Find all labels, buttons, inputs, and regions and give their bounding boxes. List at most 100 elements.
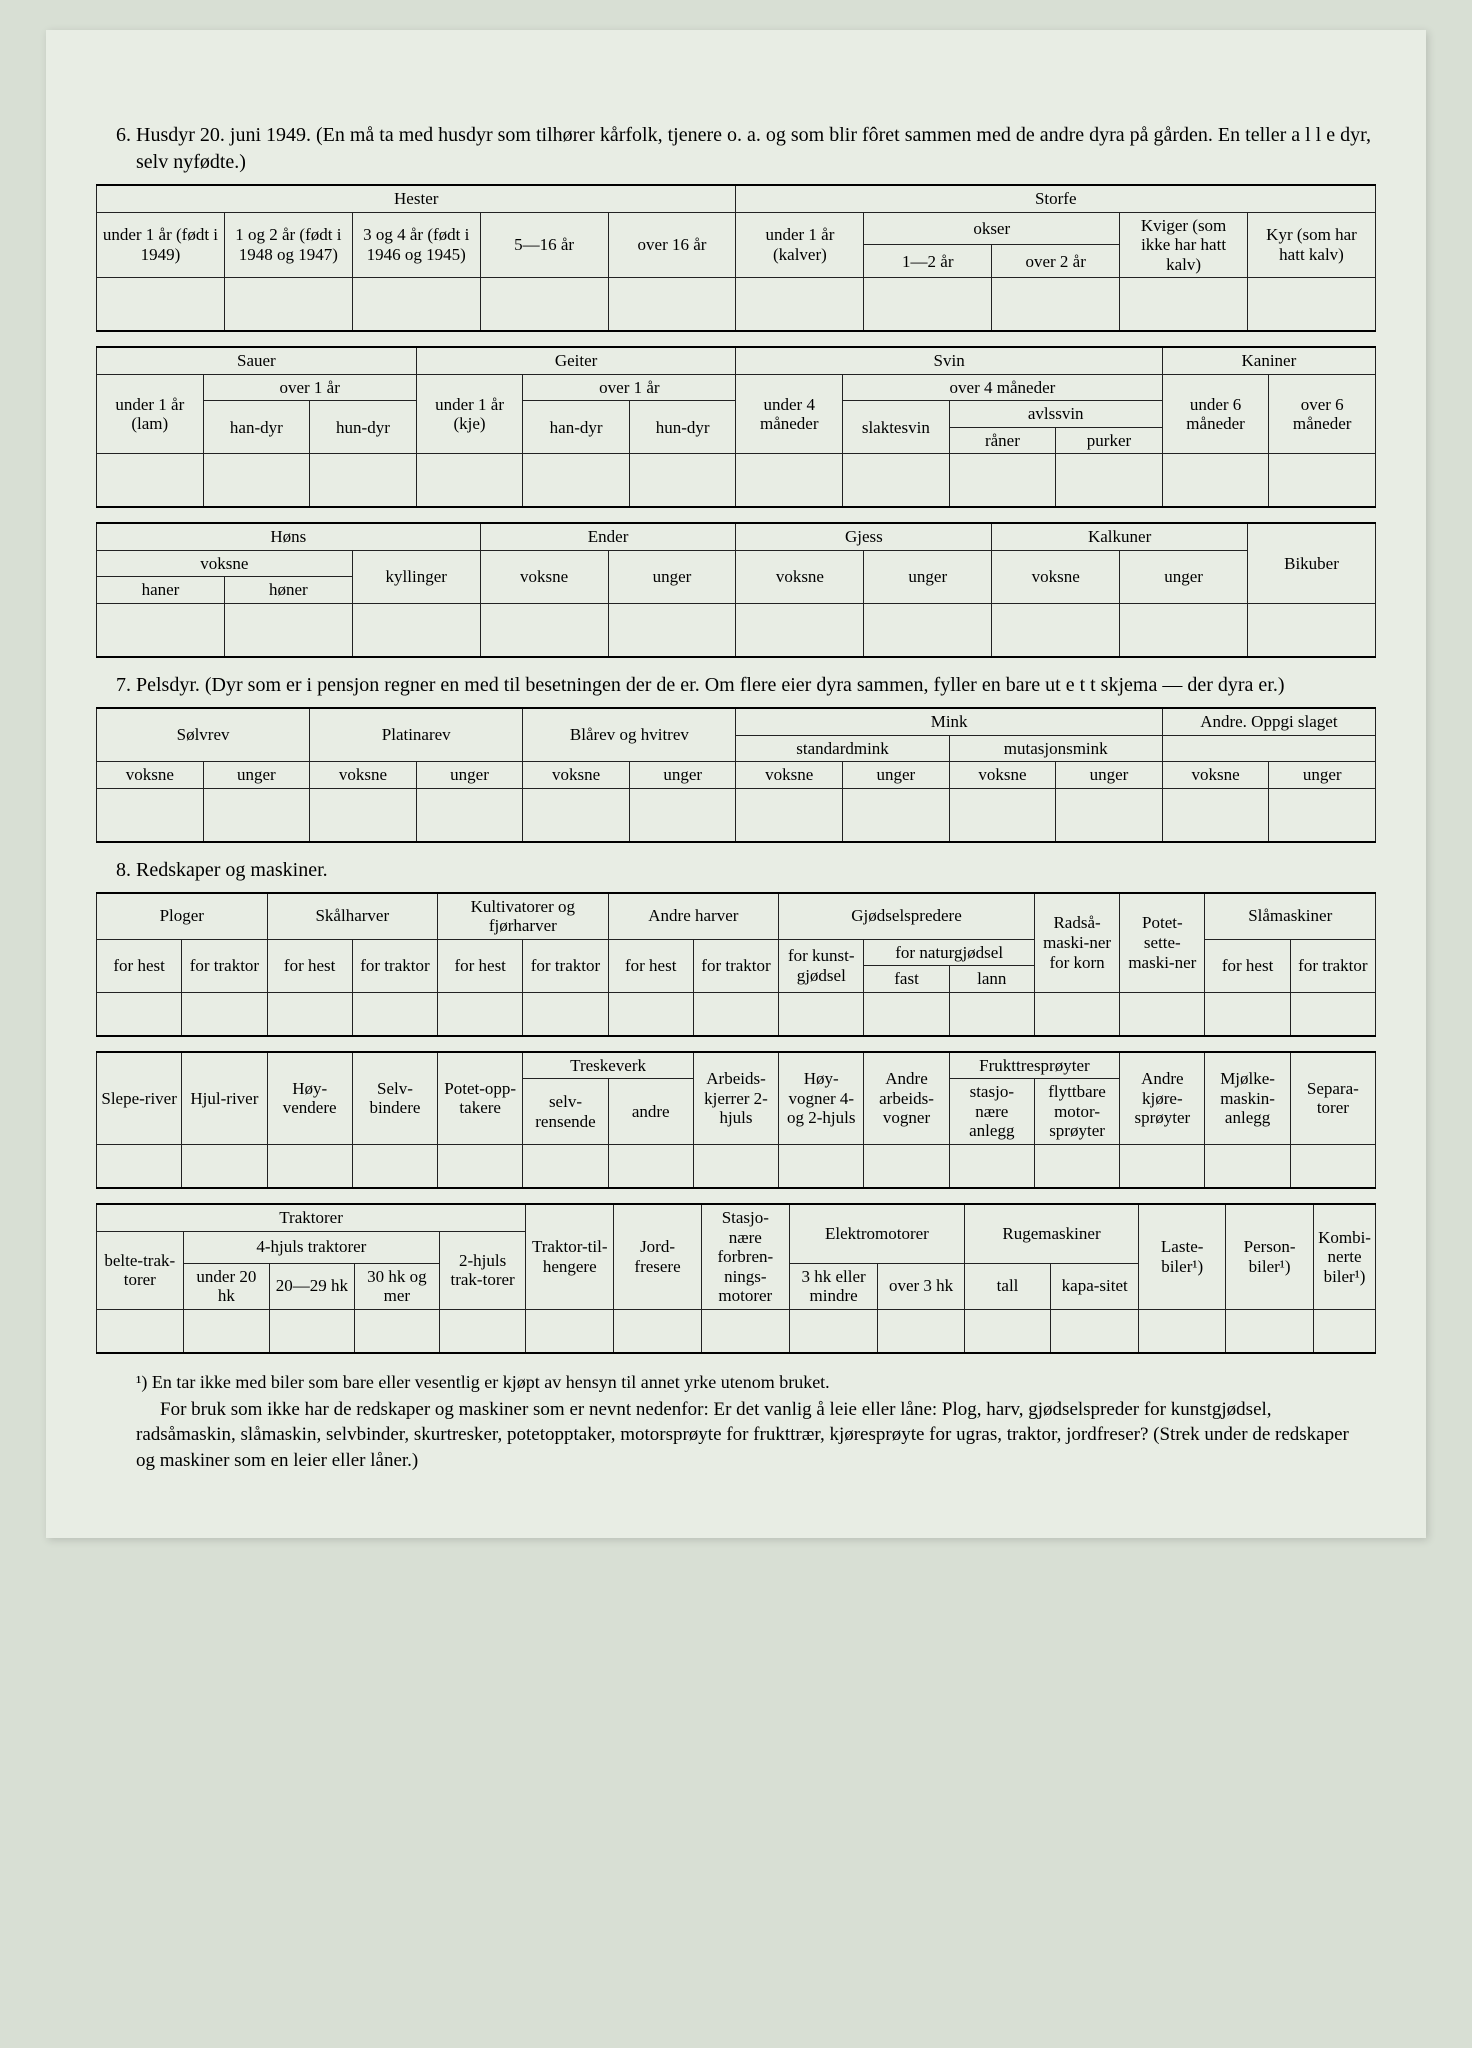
cell[interactable]	[270, 1309, 354, 1353]
cell[interactable]	[523, 1145, 608, 1189]
cell[interactable]	[416, 454, 523, 508]
col-standardmink: standardmink	[736, 735, 949, 762]
cell[interactable]	[352, 992, 437, 1036]
cell[interactable]	[736, 278, 864, 332]
cell[interactable]	[523, 788, 630, 842]
cell[interactable]	[1034, 1145, 1119, 1189]
cell[interactable]	[1290, 992, 1375, 1036]
cell[interactable]	[864, 604, 992, 658]
cell[interactable]	[608, 992, 693, 1036]
cell[interactable]	[310, 788, 417, 842]
cell[interactable]	[1205, 992, 1290, 1036]
cell[interactable]	[1120, 604, 1248, 658]
hdr-sauer: Sauer	[97, 347, 417, 374]
cell[interactable]	[736, 604, 864, 658]
cell[interactable]	[693, 992, 778, 1036]
cell[interactable]	[949, 992, 1034, 1036]
cell[interactable]	[949, 454, 1056, 508]
cell[interactable]	[878, 1309, 965, 1353]
cell[interactable]	[864, 992, 949, 1036]
cell[interactable]	[1056, 454, 1163, 508]
cell[interactable]	[1205, 1145, 1290, 1189]
cell[interactable]	[1248, 604, 1376, 658]
cell[interactable]	[701, 1309, 789, 1353]
cell[interactable]	[352, 278, 480, 332]
cell[interactable]	[789, 1309, 877, 1353]
cell[interactable]	[438, 992, 523, 1036]
cell[interactable]	[1120, 992, 1205, 1036]
hdr-elektro: Elektromotorer	[789, 1204, 964, 1263]
col-andre: andre	[608, 1079, 693, 1145]
cell[interactable]	[352, 604, 480, 658]
hdr-kultivatorer: Kultivatorer og fjørharver	[438, 893, 609, 940]
cell[interactable]	[693, 1145, 778, 1189]
col-516: 5—16 år	[480, 212, 608, 278]
cell[interactable]	[608, 1145, 693, 1189]
cell[interactable]	[629, 454, 736, 508]
cell[interactable]	[736, 788, 843, 842]
cell[interactable]	[1290, 1145, 1375, 1189]
cell[interactable]	[949, 1145, 1034, 1189]
cell[interactable]	[1051, 1309, 1139, 1353]
cell[interactable]	[480, 604, 608, 658]
cell[interactable]	[182, 1145, 267, 1189]
cell[interactable]	[843, 454, 950, 508]
cell[interactable]	[736, 454, 843, 508]
hdr-bikuber: Bikuber	[1248, 523, 1376, 603]
cell[interactable]	[523, 454, 630, 508]
col-v: voksne	[310, 762, 417, 789]
cell[interactable]	[1162, 788, 1269, 842]
cell[interactable]	[224, 278, 352, 332]
col-andre-blank[interactable]	[1162, 735, 1375, 762]
cell[interactable]	[310, 454, 417, 508]
cell[interactable]	[779, 1145, 864, 1189]
cell[interactable]	[614, 1309, 701, 1353]
cell[interactable]	[526, 1309, 614, 1353]
cell[interactable]	[1139, 1309, 1226, 1353]
cell[interactable]	[523, 992, 608, 1036]
cell[interactable]	[1314, 1309, 1376, 1353]
cell[interactable]	[440, 1309, 526, 1353]
cell[interactable]	[1248, 278, 1376, 332]
cell[interactable]	[416, 788, 523, 842]
cell[interactable]	[97, 278, 225, 332]
cell[interactable]	[267, 1145, 352, 1189]
cell[interactable]	[97, 788, 204, 842]
cell[interactable]	[182, 992, 267, 1036]
cell[interactable]	[1162, 454, 1269, 508]
cell[interactable]	[1056, 788, 1163, 842]
cell[interactable]	[203, 788, 310, 842]
cell[interactable]	[97, 1309, 184, 1353]
cell[interactable]	[1034, 992, 1119, 1036]
cell[interactable]	[203, 454, 310, 508]
cell[interactable]	[438, 1145, 523, 1189]
cell[interactable]	[843, 788, 950, 842]
cell[interactable]	[97, 454, 204, 508]
cell[interactable]	[964, 1309, 1050, 1353]
cell[interactable]	[1226, 1309, 1314, 1353]
cell[interactable]	[992, 604, 1120, 658]
cell[interactable]	[267, 992, 352, 1036]
cell[interactable]	[949, 788, 1056, 842]
cell[interactable]	[480, 278, 608, 332]
cell[interactable]	[224, 604, 352, 658]
cell[interactable]	[629, 788, 736, 842]
cell[interactable]	[352, 1145, 437, 1189]
cell[interactable]	[183, 1309, 270, 1353]
cell[interactable]	[97, 604, 225, 658]
cell[interactable]	[97, 992, 182, 1036]
cell[interactable]	[97, 1145, 182, 1189]
cell[interactable]	[779, 992, 864, 1036]
cell[interactable]	[864, 1145, 949, 1189]
col-kan-u6: under 6 måneder	[1162, 374, 1269, 454]
cell[interactable]	[1269, 788, 1376, 842]
cell[interactable]	[354, 1309, 439, 1353]
cell[interactable]	[1120, 1145, 1205, 1189]
cell[interactable]	[608, 604, 736, 658]
cell[interactable]	[608, 278, 736, 332]
cell[interactable]	[992, 278, 1120, 332]
col-okser12: 1—2 år	[864, 245, 992, 278]
cell[interactable]	[1120, 278, 1248, 332]
cell[interactable]	[864, 278, 992, 332]
cell[interactable]	[1269, 454, 1376, 508]
